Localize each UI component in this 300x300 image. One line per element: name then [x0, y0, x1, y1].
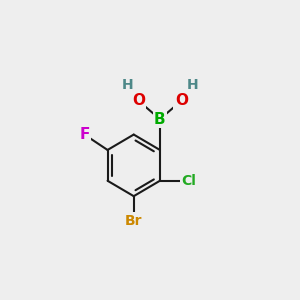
Text: Br: Br	[125, 214, 142, 228]
Text: F: F	[79, 127, 90, 142]
Text: B: B	[154, 112, 166, 127]
Text: O: O	[175, 93, 188, 108]
Text: H: H	[186, 77, 198, 92]
Text: O: O	[132, 93, 145, 108]
Text: H: H	[122, 77, 134, 92]
Text: Cl: Cl	[182, 174, 196, 188]
